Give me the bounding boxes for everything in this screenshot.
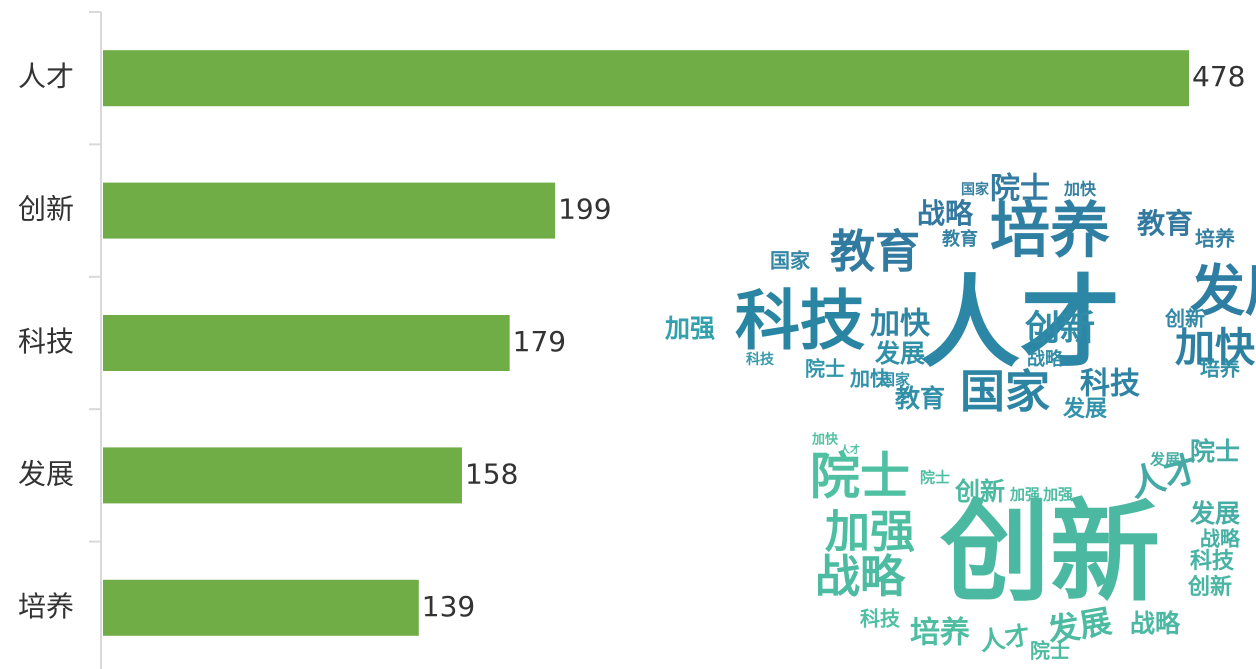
word-cloud-word: 战略 <box>917 197 974 230</box>
value-label: 158 <box>465 457 518 490</box>
category-label: 培养 <box>18 590 74 623</box>
word-cloud-word: 加强 <box>664 314 715 343</box>
word-cloud-word: 战略 <box>1130 609 1181 638</box>
word-cloud-word: 发展 <box>1149 451 1180 469</box>
word-cloud-word: 国家 <box>880 371 910 389</box>
word-cloud-word: 院士 <box>1030 639 1070 663</box>
word-cloud-word: 国家 <box>961 181 990 198</box>
word-cloud-word: 人才 <box>920 264 1120 381</box>
word-cloud-word: 培养 <box>910 616 970 651</box>
category-label: 人才 <box>18 60 74 93</box>
word-cloud-word: 创新 <box>954 477 1005 506</box>
word-cloud-word: 加快 <box>1063 180 1097 199</box>
bar <box>103 447 462 504</box>
word-cloud-word: 加快 <box>849 367 891 391</box>
word-cloud-word: 战略 <box>1200 527 1241 551</box>
bar <box>103 50 1189 107</box>
word-cloud-word: 教育 <box>830 225 920 278</box>
word-cloud-word: 科技 <box>735 284 865 359</box>
category-label: 发展 <box>18 457 74 490</box>
word-cloud-word: 加快 <box>1175 325 1256 371</box>
bar <box>103 182 556 239</box>
word-cloud-word: 创新 <box>940 488 1160 616</box>
word-cloud-word: 发展 <box>874 339 925 368</box>
category-label: 创新 <box>18 193 74 226</box>
word-cloud-word: 加强 <box>825 505 915 558</box>
word-cloud-word: 院士 <box>990 172 1050 207</box>
word-cloud-word: 科技 <box>860 607 901 631</box>
word-cloud-word: 加强 <box>1009 486 1040 504</box>
word-cloud-word: 教育 <box>1137 207 1193 240</box>
bar <box>103 579 419 636</box>
word-cloud-word: 加快 <box>870 307 931 342</box>
word-cloud-word: 人才 <box>840 443 860 456</box>
value-label: 199 <box>558 193 611 226</box>
word-cloud-word: 人才 <box>978 621 1032 657</box>
word-cloud-word: 科技 <box>746 351 775 368</box>
word-cloud-word: 战略 <box>815 550 906 603</box>
word-cloud-word: 国家 <box>960 365 1050 418</box>
word-cloud-word: 发展 <box>1062 396 1107 422</box>
word-cloud-word: 培养 <box>1200 357 1240 381</box>
word-cloud-word: 教育 <box>942 228 978 250</box>
word-cloud-word: 院士 <box>805 357 845 381</box>
bar <box>103 315 510 371</box>
word-cloud-word: 加强 <box>1042 486 1073 504</box>
value-label: 478 <box>1192 60 1245 93</box>
word-cloud-word: 创新 <box>1187 574 1232 600</box>
word-cloud-word: 创新 <box>1164 307 1205 331</box>
word-cloud-word: 院士 <box>920 469 950 487</box>
word-cloud-word: 科技 <box>1190 549 1235 574</box>
word-cloud-word: 科技 <box>1080 367 1140 402</box>
word-cloud-word: 培养 <box>1195 227 1235 251</box>
word-cloud-word: 加快 <box>811 432 839 448</box>
word-cloud-word: 发展 <box>1189 499 1240 528</box>
word-cloud-word: 国家 <box>770 249 811 273</box>
word-cloud-word: 院士 <box>810 448 910 506</box>
word-cloud-word: 院士 <box>1190 437 1240 466</box>
word-cloud-word: 培养 <box>990 197 1110 267</box>
word-cloud-word: 发展 <box>1190 259 1256 323</box>
word-cloud-word: 教育 <box>895 384 945 413</box>
word-cloud-word: 战略 <box>1027 348 1064 370</box>
value-label: 139 <box>422 590 475 623</box>
value-label: 179 <box>513 325 566 358</box>
category-label: 科技 <box>18 325 74 358</box>
word-cloud-word: 创新 <box>1024 309 1095 349</box>
